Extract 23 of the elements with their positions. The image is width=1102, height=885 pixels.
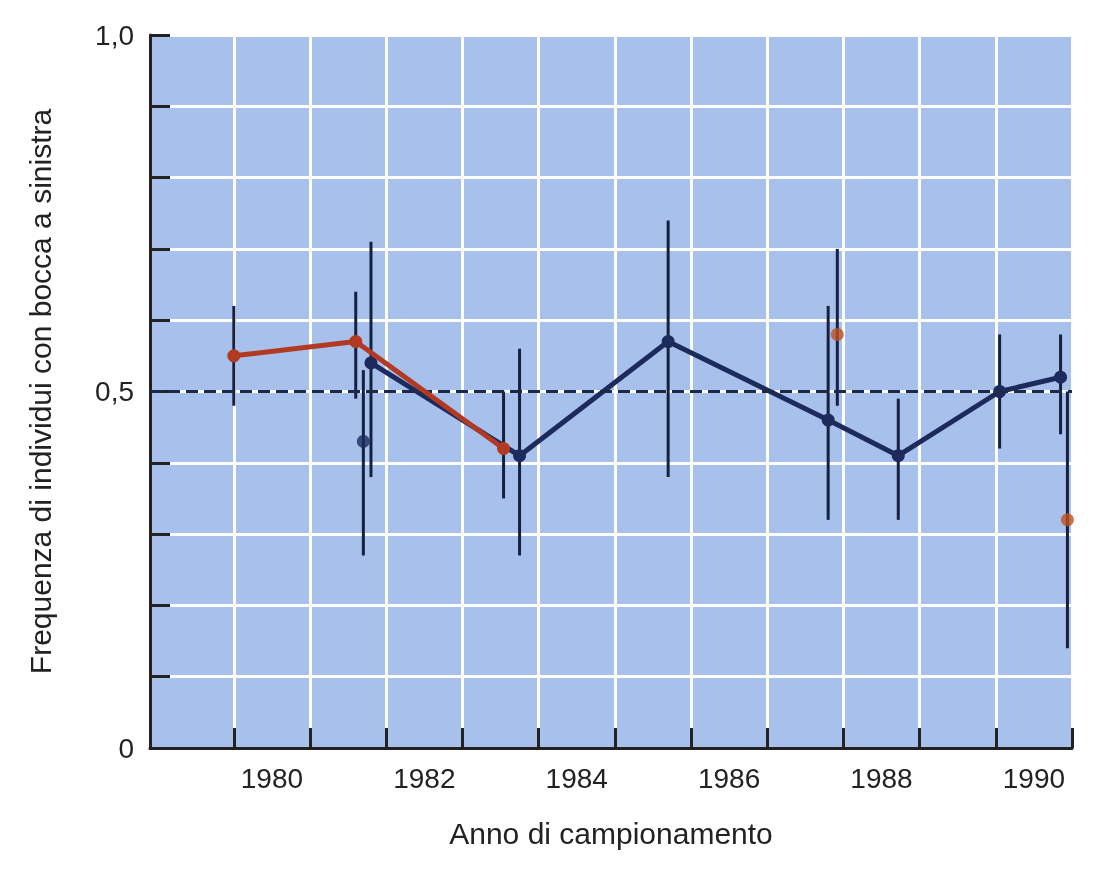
y-tick-label: 0,5: [95, 376, 134, 407]
point: [349, 335, 363, 349]
point: [1054, 370, 1068, 384]
point: [356, 434, 370, 448]
x-tick-label: 1988: [850, 762, 913, 794]
y-tick-label: 1,0: [95, 19, 134, 51]
point: [661, 335, 675, 349]
point: [891, 449, 905, 463]
point: [821, 413, 835, 427]
x-tick-label: 1986: [697, 762, 761, 794]
point: [227, 349, 241, 363]
y-axis-title: Frequenza di individui con bocca a sinistra: [23, 108, 57, 675]
x-tick-label: 1990: [1002, 762, 1066, 794]
point: [497, 442, 511, 456]
point: [364, 356, 378, 370]
point: [1060, 513, 1074, 527]
point: [830, 327, 844, 341]
x-axis-title: Anno di campionamento: [449, 816, 773, 850]
point: [513, 449, 527, 463]
x-tick-label: 1982: [393, 762, 456, 794]
x-tick-label: 1984: [545, 762, 608, 794]
y-tick-label: 0: [118, 732, 134, 764]
x-tick-label: 1980: [240, 762, 304, 794]
